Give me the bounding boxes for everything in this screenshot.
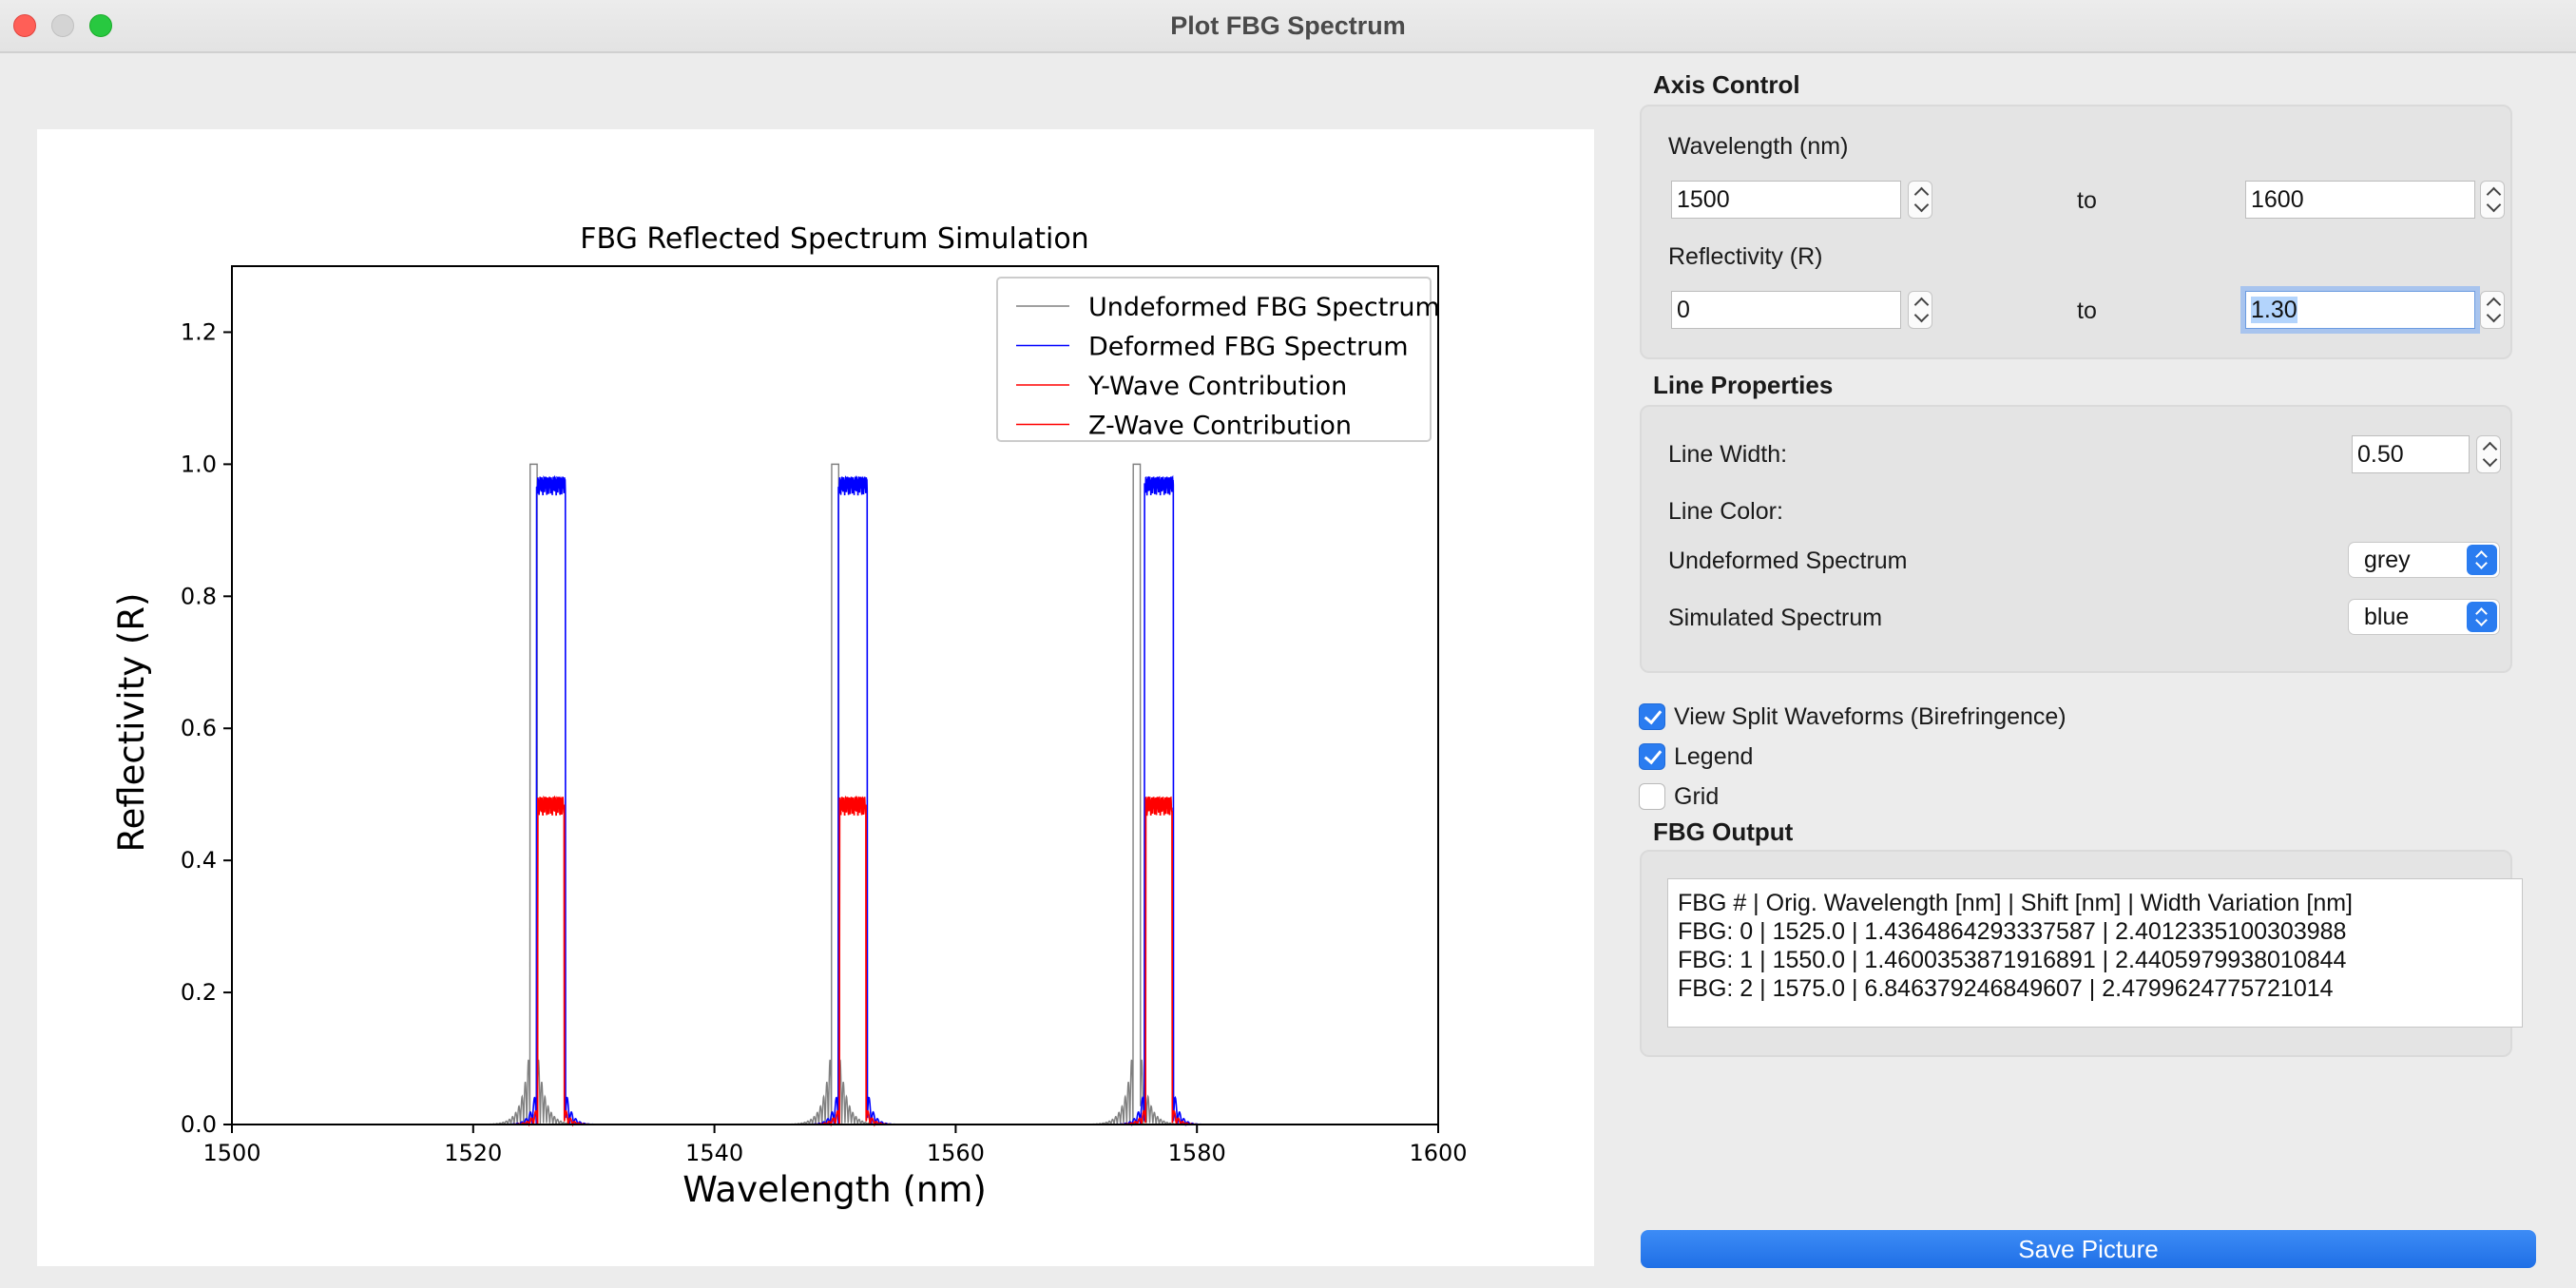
y-axis-label: Reflectivity (R) — [111, 593, 152, 853]
chevron-updown-icon — [2467, 545, 2497, 575]
reflectivity-max-input[interactable]: 1.30 — [2245, 291, 2475, 329]
reflectivity-max-stepper[interactable] — [2480, 291, 2505, 329]
wavelength-min-input[interactable]: 1500 — [1671, 181, 1901, 219]
chevron-updown-icon — [2467, 602, 2497, 632]
output-line: FBG: 0 | 1525.0 | 1.4364864293337587 | 2… — [1678, 918, 2347, 945]
minimize-window-button[interactable] — [51, 14, 74, 37]
output-line: FBG: 2 | 1575.0 | 6.846379246849607 | 2.… — [1678, 975, 2334, 1002]
legend-entry: Deformed FBG Spectrum — [1088, 333, 1409, 362]
split-waveforms-label: View Split Waveforms (Birefringence) — [1674, 703, 2067, 730]
line-properties-title: Line Properties — [1653, 371, 1834, 399]
close-window-button[interactable] — [13, 14, 36, 37]
x-tick-label: 1500 — [202, 1140, 260, 1166]
simulated-color-value: blue — [2364, 604, 2410, 630]
y-tick-label: 0.6 — [181, 715, 217, 741]
legend-checkbox[interactable] — [1639, 743, 1665, 770]
y-tick-label: 0.2 — [181, 979, 217, 1006]
x-axis-label: Wavelength (nm) — [682, 1169, 987, 1210]
series-line — [232, 463, 1438, 1126]
wavelength-label: Wavelength (nm) — [1668, 133, 1849, 160]
reflectivity-label: Reflectivity (R) — [1668, 243, 1823, 270]
y-tick-label: 0.4 — [181, 847, 217, 874]
plot-canvas: FBG Reflected Spectrum Simulation Wavele… — [37, 129, 1594, 1266]
line-width-stepper[interactable] — [2476, 435, 2501, 473]
legend-box — [996, 277, 1432, 442]
undeformed-color-select[interactable]: grey — [2348, 542, 2500, 578]
y-tick-label: 1.0 — [181, 451, 217, 477]
reflectivity-min-input[interactable]: 0 — [1671, 291, 1901, 329]
spectrum-chart: FBG Reflected Spectrum Simulation Wavele… — [111, 222, 1468, 1210]
legend-entry: Z-Wave Contribution — [1088, 412, 1352, 441]
legend-label: Legend — [1674, 743, 1754, 770]
grid-checkbox[interactable] — [1639, 783, 1665, 810]
output-line: FBG # | Orig. Wavelength [nm] | Shift [n… — [1678, 890, 2353, 916]
save-picture-button[interactable]: Save Picture — [1641, 1230, 2536, 1268]
title-bar: Plot FBG Spectrum — [0, 0, 2576, 53]
line-width-label: Line Width: — [1668, 441, 1788, 468]
wavelength-min-stepper[interactable] — [1908, 181, 1932, 219]
grid-label: Grid — [1674, 783, 1720, 810]
output-line: FBG: 1 | 1550.0 | 1.4600353871916891 | 2… — [1678, 947, 2347, 973]
x-tick-label: 1600 — [1409, 1140, 1467, 1166]
y-tick-label: 0.8 — [181, 583, 217, 609]
x-tick-label: 1560 — [927, 1140, 985, 1166]
legend-entry: Y-Wave Contribution — [1087, 372, 1347, 401]
series-line — [232, 795, 1438, 1127]
legend: Undeformed FBG Spectrum Deformed FBG Spec… — [996, 277, 1440, 442]
fbg-output-textbox[interactable]: FBG # | Orig. Wavelength [nm] | Shift [n… — [1667, 878, 2523, 1028]
window-title: Plot FBG Spectrum — [1170, 11, 1406, 40]
simulated-color-select[interactable]: blue — [2348, 599, 2500, 635]
x-tick-label: 1520 — [444, 1140, 502, 1166]
x-tick-label: 1580 — [1168, 1140, 1226, 1166]
simulated-spectrum-label: Simulated Spectrum — [1668, 605, 1883, 631]
wavelength-max-stepper[interactable] — [2480, 181, 2505, 219]
reflectivity-to-label: to — [2077, 298, 2097, 324]
series-line — [232, 795, 1438, 1127]
undeformed-spectrum-label: Undeformed Spectrum — [1668, 548, 1908, 574]
line-width-input[interactable]: 0.50 — [2352, 435, 2470, 473]
series-layer — [232, 463, 1438, 1127]
plot-frame — [231, 265, 1439, 1125]
maximize-window-button[interactable] — [89, 14, 112, 37]
ticks-layer: 1500 1520 1540 1560 1580 1600 0.0 0.2 0.4 0.6 0.8 1… — [181, 318, 1468, 1166]
fbg-output-title: FBG Output — [1653, 817, 1794, 846]
chart-title: FBG Reflected Spectrum Simulation — [580, 222, 1088, 256]
reflectivity-max-value: 1.30 — [2251, 297, 2297, 323]
line-color-label: Line Color: — [1668, 498, 1783, 525]
x-tick-label: 1540 — [685, 1140, 743, 1166]
series-line — [232, 474, 1438, 1127]
split-waveforms-checkbox[interactable] — [1639, 703, 1665, 730]
undeformed-color-value: grey — [2364, 547, 2411, 573]
axis-control-title: Axis Control — [1653, 70, 1800, 99]
y-tick-label: 1.2 — [181, 318, 217, 345]
y-tick-label: 0.0 — [181, 1111, 217, 1138]
reflectivity-min-stepper[interactable] — [1908, 291, 1932, 329]
legend-entry: Undeformed FBG Spectrum — [1088, 293, 1440, 322]
wavelength-max-input[interactable]: 1600 — [2245, 181, 2475, 219]
wavelength-to-label: to — [2077, 187, 2097, 214]
